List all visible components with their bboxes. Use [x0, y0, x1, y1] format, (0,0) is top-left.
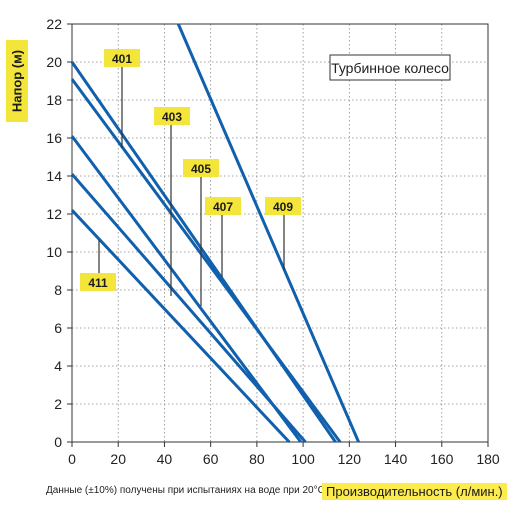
x-tick-label: 40 [157, 451, 173, 467]
series-line-411 [70, 209, 291, 444]
callout-box-409 [265, 197, 301, 215]
plot-area [71, 23, 489, 443]
y-tick-label: 4 [54, 358, 62, 374]
footnote: Данные (±10%) получены при испытаниях на… [46, 485, 328, 496]
y-tick-label: 16 [46, 130, 62, 146]
x-tick-label: 160 [430, 451, 454, 467]
legend-box-text: Турбинное колесо [331, 60, 449, 76]
y-tick-label: 18 [46, 92, 62, 108]
callout-box-403 [154, 107, 190, 125]
series-line-403 [70, 78, 342, 443]
y-tick-label: 14 [46, 168, 62, 184]
y-tick-label: 22 [46, 16, 62, 32]
y-tick-label: 0 [54, 434, 62, 450]
y-tick-label: 8 [54, 282, 62, 298]
y-tick-label: 6 [54, 320, 62, 336]
x-tick-label: 100 [291, 451, 315, 467]
x-tick-label: 180 [476, 451, 500, 467]
y-tick-label: 20 [46, 54, 62, 70]
y-axis-label-box [6, 40, 28, 122]
legend-box [329, 54, 451, 81]
series-line-409 [176, 23, 360, 443]
series-line-407 [70, 173, 307, 443]
series-label-409: 409 [273, 200, 293, 214]
x-tick-label: 80 [249, 451, 265, 467]
x-tick-label: 0 [68, 451, 76, 467]
y-axis-label: Напор (м) [9, 49, 25, 113]
series-label-401: 401 [112, 52, 132, 66]
series-label-411: 411 [88, 276, 108, 290]
x-tick-label: 60 [203, 451, 219, 467]
callout-box-411 [80, 273, 116, 291]
y-tick-label: 2 [54, 396, 62, 412]
callout-box-401 [104, 49, 140, 67]
series-label-403: 403 [162, 110, 182, 124]
series-label-405: 405 [191, 162, 211, 176]
y-tick-label: 12 [46, 206, 62, 222]
callout-box-407 [205, 197, 241, 215]
x-tick-label: 120 [338, 451, 362, 467]
callout-box-405 [183, 159, 219, 177]
plot-border [71, 23, 489, 443]
x-axis-label: Производительность (л/мин.) [322, 483, 507, 500]
x-tick-label: 140 [384, 451, 408, 467]
series-label-407: 407 [213, 200, 233, 214]
y-tick-label: 10 [46, 244, 62, 260]
x-tick-label: 20 [110, 451, 126, 467]
